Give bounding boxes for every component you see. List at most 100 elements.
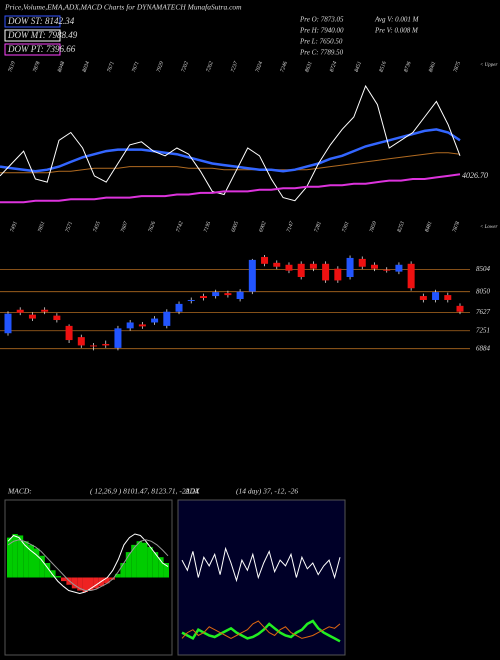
info-text: Pre V: 0.008 M bbox=[374, 27, 419, 35]
histogram-bar bbox=[17, 535, 24, 578]
line-series bbox=[7, 539, 169, 591]
histogram-bar bbox=[125, 552, 132, 578]
y-tick-label: 6884 bbox=[476, 344, 491, 352]
y-tick-label: 7251 bbox=[476, 326, 490, 334]
histogram-bar bbox=[104, 577, 110, 584]
upper-label: 8516 bbox=[378, 60, 387, 73]
candle-body bbox=[41, 309, 49, 312]
histogram-bar bbox=[136, 541, 142, 578]
histogram-bar bbox=[120, 563, 126, 578]
candle-body bbox=[261, 256, 269, 264]
upper-label: 8736 bbox=[403, 60, 412, 73]
histogram-bar bbox=[44, 563, 51, 578]
lower-label: 6902 bbox=[258, 220, 267, 233]
candle-body bbox=[370, 264, 378, 269]
histogram-bar bbox=[163, 563, 169, 578]
histogram-bar bbox=[23, 541, 29, 578]
histogram-bar bbox=[82, 577, 88, 592]
lower-label: 7195 bbox=[203, 220, 212, 233]
candle-body bbox=[407, 263, 415, 289]
histogram-bar bbox=[77, 577, 83, 591]
candle-body bbox=[187, 299, 195, 301]
macd-title: MACD: bbox=[7, 487, 32, 496]
candle-body bbox=[456, 305, 464, 312]
y-tick-label: 8050 bbox=[476, 287, 491, 295]
histogram-bar bbox=[158, 557, 164, 578]
candle-body bbox=[236, 291, 244, 299]
candle-body bbox=[309, 263, 317, 269]
upper-label: 7024 bbox=[254, 60, 264, 73]
lower-label: 7607 bbox=[120, 220, 129, 233]
line-series bbox=[0, 84, 461, 202]
upper-label: 7246 bbox=[279, 60, 289, 73]
candle-body bbox=[334, 268, 342, 281]
candle-body bbox=[16, 309, 24, 313]
lower-label: 7491 bbox=[8, 220, 18, 233]
line-series bbox=[181, 546, 341, 583]
lower-label: 7851 bbox=[37, 220, 46, 233]
line-series bbox=[0, 173, 461, 204]
candle-body bbox=[248, 259, 256, 292]
upper-label: 8034 bbox=[81, 60, 91, 73]
annotation: 4026.70 bbox=[462, 171, 488, 180]
lower-label: 7571 bbox=[65, 220, 74, 233]
histogram-bar bbox=[115, 573, 121, 578]
info-text: Pre H: 7940.00 bbox=[299, 27, 344, 35]
legend-swatch bbox=[4, 29, 61, 42]
upper-label: 7202 bbox=[181, 60, 190, 73]
candle-body bbox=[175, 303, 183, 312]
lower-label: 8481 bbox=[423, 220, 433, 233]
lower-label: 7742 bbox=[174, 220, 184, 233]
upper-label: 7671 bbox=[131, 60, 140, 73]
candle-body bbox=[138, 324, 146, 327]
upper-label: 8724 bbox=[328, 60, 338, 73]
upper-label: 7929 bbox=[156, 60, 165, 73]
candle-body bbox=[77, 337, 85, 346]
info-text: Avg V: 0.001 M bbox=[374, 16, 420, 24]
legend-swatch bbox=[4, 15, 61, 28]
legend-label: DOW ST: 8142.34 bbox=[7, 16, 75, 26]
histogram-bar bbox=[109, 577, 115, 580]
y-tick-label: 7627 bbox=[476, 308, 491, 316]
candle-body bbox=[358, 258, 366, 267]
histogram-bar bbox=[12, 534, 18, 578]
candle-body bbox=[297, 263, 305, 277]
candle-body bbox=[346, 257, 354, 277]
candle-body bbox=[444, 295, 452, 300]
upper-label: 8061 bbox=[428, 60, 437, 73]
histogram-bar bbox=[71, 577, 78, 589]
histogram-bar bbox=[34, 548, 40, 578]
candle-body bbox=[65, 325, 73, 341]
histogram-bar bbox=[142, 542, 148, 578]
line-series bbox=[181, 620, 341, 639]
info-text: Pre L: 7650.50 bbox=[299, 38, 343, 46]
candle-body bbox=[383, 269, 391, 271]
candle-body bbox=[102, 343, 110, 346]
histogram-bar bbox=[131, 544, 137, 578]
line-series bbox=[0, 152, 461, 174]
candle-body bbox=[4, 313, 12, 334]
upper-note: < Upper bbox=[480, 63, 497, 68]
legend-label: DOW PT: 7396.66 bbox=[7, 44, 76, 54]
info-text: Pre O: 7873.05 bbox=[299, 16, 344, 24]
lower-note: < Lower bbox=[480, 225, 497, 230]
candle-body bbox=[285, 264, 293, 271]
candle-body bbox=[432, 292, 440, 300]
histogram-bar bbox=[88, 577, 94, 591]
histogram-bar bbox=[28, 544, 34, 578]
candle-body bbox=[273, 262, 281, 267]
candle-body bbox=[199, 296, 207, 299]
upper-label: 7878 bbox=[32, 60, 41, 73]
upper-label: 8451 bbox=[353, 60, 363, 73]
upper-label: 8631 bbox=[304, 60, 313, 73]
lower-label: 6905 bbox=[231, 220, 240, 233]
candle-body bbox=[395, 264, 403, 272]
legend-swatch bbox=[4, 43, 61, 56]
candle-body bbox=[419, 296, 427, 300]
legend-label: DOW MT: 7988.49 bbox=[7, 30, 78, 40]
histogram-bar bbox=[39, 555, 45, 578]
lower-label: 7361 bbox=[341, 220, 350, 233]
chart-title: Price,Volume,EMA,ADX,MACD Charts for DYN… bbox=[4, 3, 242, 12]
adx-subtitle: (14 day) 37, -12, -26 bbox=[236, 487, 298, 496]
